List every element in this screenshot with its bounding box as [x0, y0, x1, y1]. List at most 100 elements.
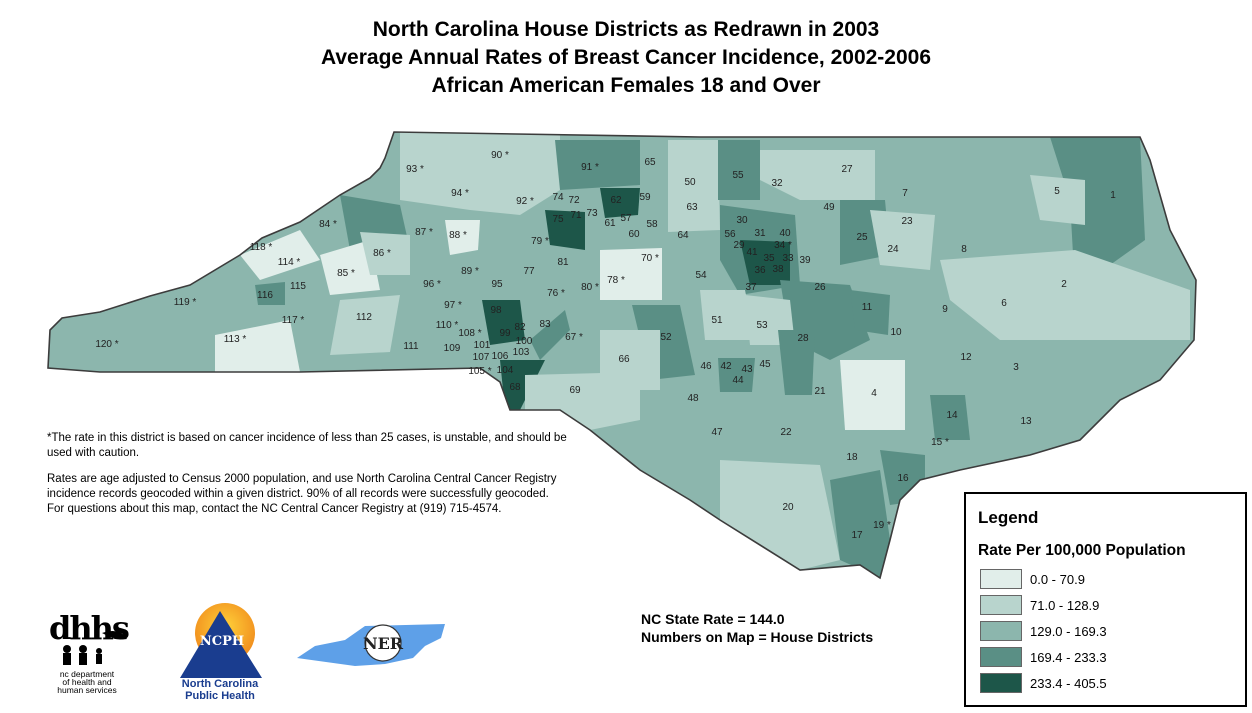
district-label: 31	[754, 228, 766, 239]
district-label: 56	[724, 229, 736, 240]
district-17	[830, 470, 890, 578]
district-label: 93 *	[406, 164, 424, 175]
district-label: 33	[782, 253, 794, 264]
numbers-note: Numbers on Map = House Districts	[641, 629, 874, 645]
legend-class: 169.4 - 233.3	[980, 644, 1107, 670]
legend-label: 0.0 - 70.9	[1030, 571, 1085, 587]
district-86	[360, 232, 410, 275]
dhhs-logo-art: dhhs nc department of health and human s…	[49, 609, 131, 695]
district-label: 71	[570, 210, 582, 221]
district-label: 21	[814, 386, 826, 397]
district-label: 9	[942, 304, 948, 315]
district-label: 65	[644, 157, 656, 168]
district-label: 50	[684, 177, 696, 188]
district-label: 22	[780, 427, 792, 438]
svg-text:nc department: nc department	[60, 669, 115, 679]
note-unstable: *The rate in this district is based on c…	[47, 432, 567, 459]
legend-swatch	[980, 647, 1022, 667]
district-5	[1030, 175, 1085, 225]
legend-classes: 0.0 - 70.9 71.0 - 128.9 129.0 - 169.3 16…	[980, 566, 1107, 696]
district-label: 52	[660, 332, 672, 343]
note-method: Rates are age adjusted to Census 2000 po…	[47, 473, 557, 515]
district-label: 66	[618, 354, 630, 365]
district-label: 55	[732, 170, 744, 181]
district-88	[445, 220, 480, 255]
district-label: 36	[754, 265, 766, 276]
district-label: 44	[732, 375, 744, 386]
title-line-1: North Carolina House Districts as Redraw…	[372, 18, 880, 41]
legend-swatch	[980, 569, 1022, 589]
legend: Legend Rate Per 100,000 Population 0.0 -…	[964, 492, 1247, 707]
district-label: 96 *	[423, 279, 441, 290]
district-label: 111	[403, 341, 419, 352]
district-label: 57	[620, 213, 632, 224]
district-label: 54	[695, 270, 707, 281]
state-rate: NC State Rate = 144.0	[641, 611, 785, 627]
district-label: 19 *	[873, 520, 891, 531]
district-label: 99	[499, 328, 511, 339]
district-label: 14	[946, 410, 958, 421]
district-label: 79 *	[531, 236, 549, 247]
district-label: 120 *	[95, 339, 118, 350]
district-label: 109	[444, 343, 461, 354]
district-label: 84 *	[319, 219, 337, 230]
district-51	[700, 290, 755, 340]
district-4	[840, 360, 905, 430]
legend-class: 71.0 - 128.9	[980, 592, 1107, 618]
district-label: 48	[687, 393, 699, 404]
district-label: 101	[474, 340, 491, 351]
district-label: 11	[862, 302, 873, 313]
district-label: 17	[851, 530, 863, 541]
district-112	[330, 295, 400, 355]
district-label: 35	[763, 253, 775, 264]
district-85	[320, 240, 380, 295]
district-label: 68	[509, 382, 521, 393]
district-label: 32	[771, 178, 783, 189]
district-label: 91 *	[581, 162, 599, 173]
district-6	[940, 250, 1190, 340]
legend-class: 0.0 - 70.9	[980, 566, 1107, 592]
district-75	[545, 210, 585, 250]
legend-class: 233.4 - 405.5	[980, 670, 1107, 696]
district-label: 69	[569, 385, 581, 396]
svg-text:of health and: of health and	[62, 677, 111, 687]
nc-central-cancer-registry-logo: NER	[295, 618, 445, 668]
svg-text:human services: human services	[57, 685, 117, 695]
district-label: 92 *	[516, 196, 534, 207]
district-label: 47	[711, 427, 723, 438]
legend-title: Legend	[978, 508, 1039, 527]
district-20	[720, 460, 840, 570]
district-label: 12	[960, 352, 972, 363]
svg-text:Public Health: Public Health	[185, 690, 255, 702]
district-label: 97 *	[444, 300, 462, 311]
district-label: 80 *	[581, 282, 599, 293]
district-label: 107	[473, 352, 490, 363]
district-label: 53	[756, 320, 768, 331]
district-label: 62	[610, 195, 622, 206]
district-label: 108 *	[458, 328, 481, 339]
district-label: 64	[677, 230, 689, 241]
district-label: 26	[814, 282, 826, 293]
title-line-3: African American Females 18 and Over	[431, 74, 821, 97]
district-label: 60	[628, 229, 640, 240]
district-label: 115	[290, 281, 306, 292]
district-label: 104	[497, 365, 514, 376]
legend-swatch	[980, 673, 1022, 693]
district-label: 81	[557, 257, 569, 268]
ncph-logo-art: NCPH North Carolina Public Health	[180, 603, 262, 702]
district-62	[600, 188, 640, 218]
district-label: 25	[856, 232, 868, 243]
district-label: 89 *	[461, 266, 479, 277]
district-78	[600, 248, 662, 300]
district-label: 46	[700, 361, 712, 372]
district-label: 116	[257, 290, 273, 301]
district-116	[255, 282, 285, 305]
district-label: 13	[1020, 416, 1032, 427]
district-label: 85 *	[337, 268, 355, 279]
district-label: 37	[745, 282, 757, 293]
district-label: 74	[552, 192, 564, 203]
district-27	[760, 150, 875, 200]
district-label: 86 *	[373, 248, 391, 259]
legend-label: 129.0 - 169.3	[1030, 623, 1107, 639]
